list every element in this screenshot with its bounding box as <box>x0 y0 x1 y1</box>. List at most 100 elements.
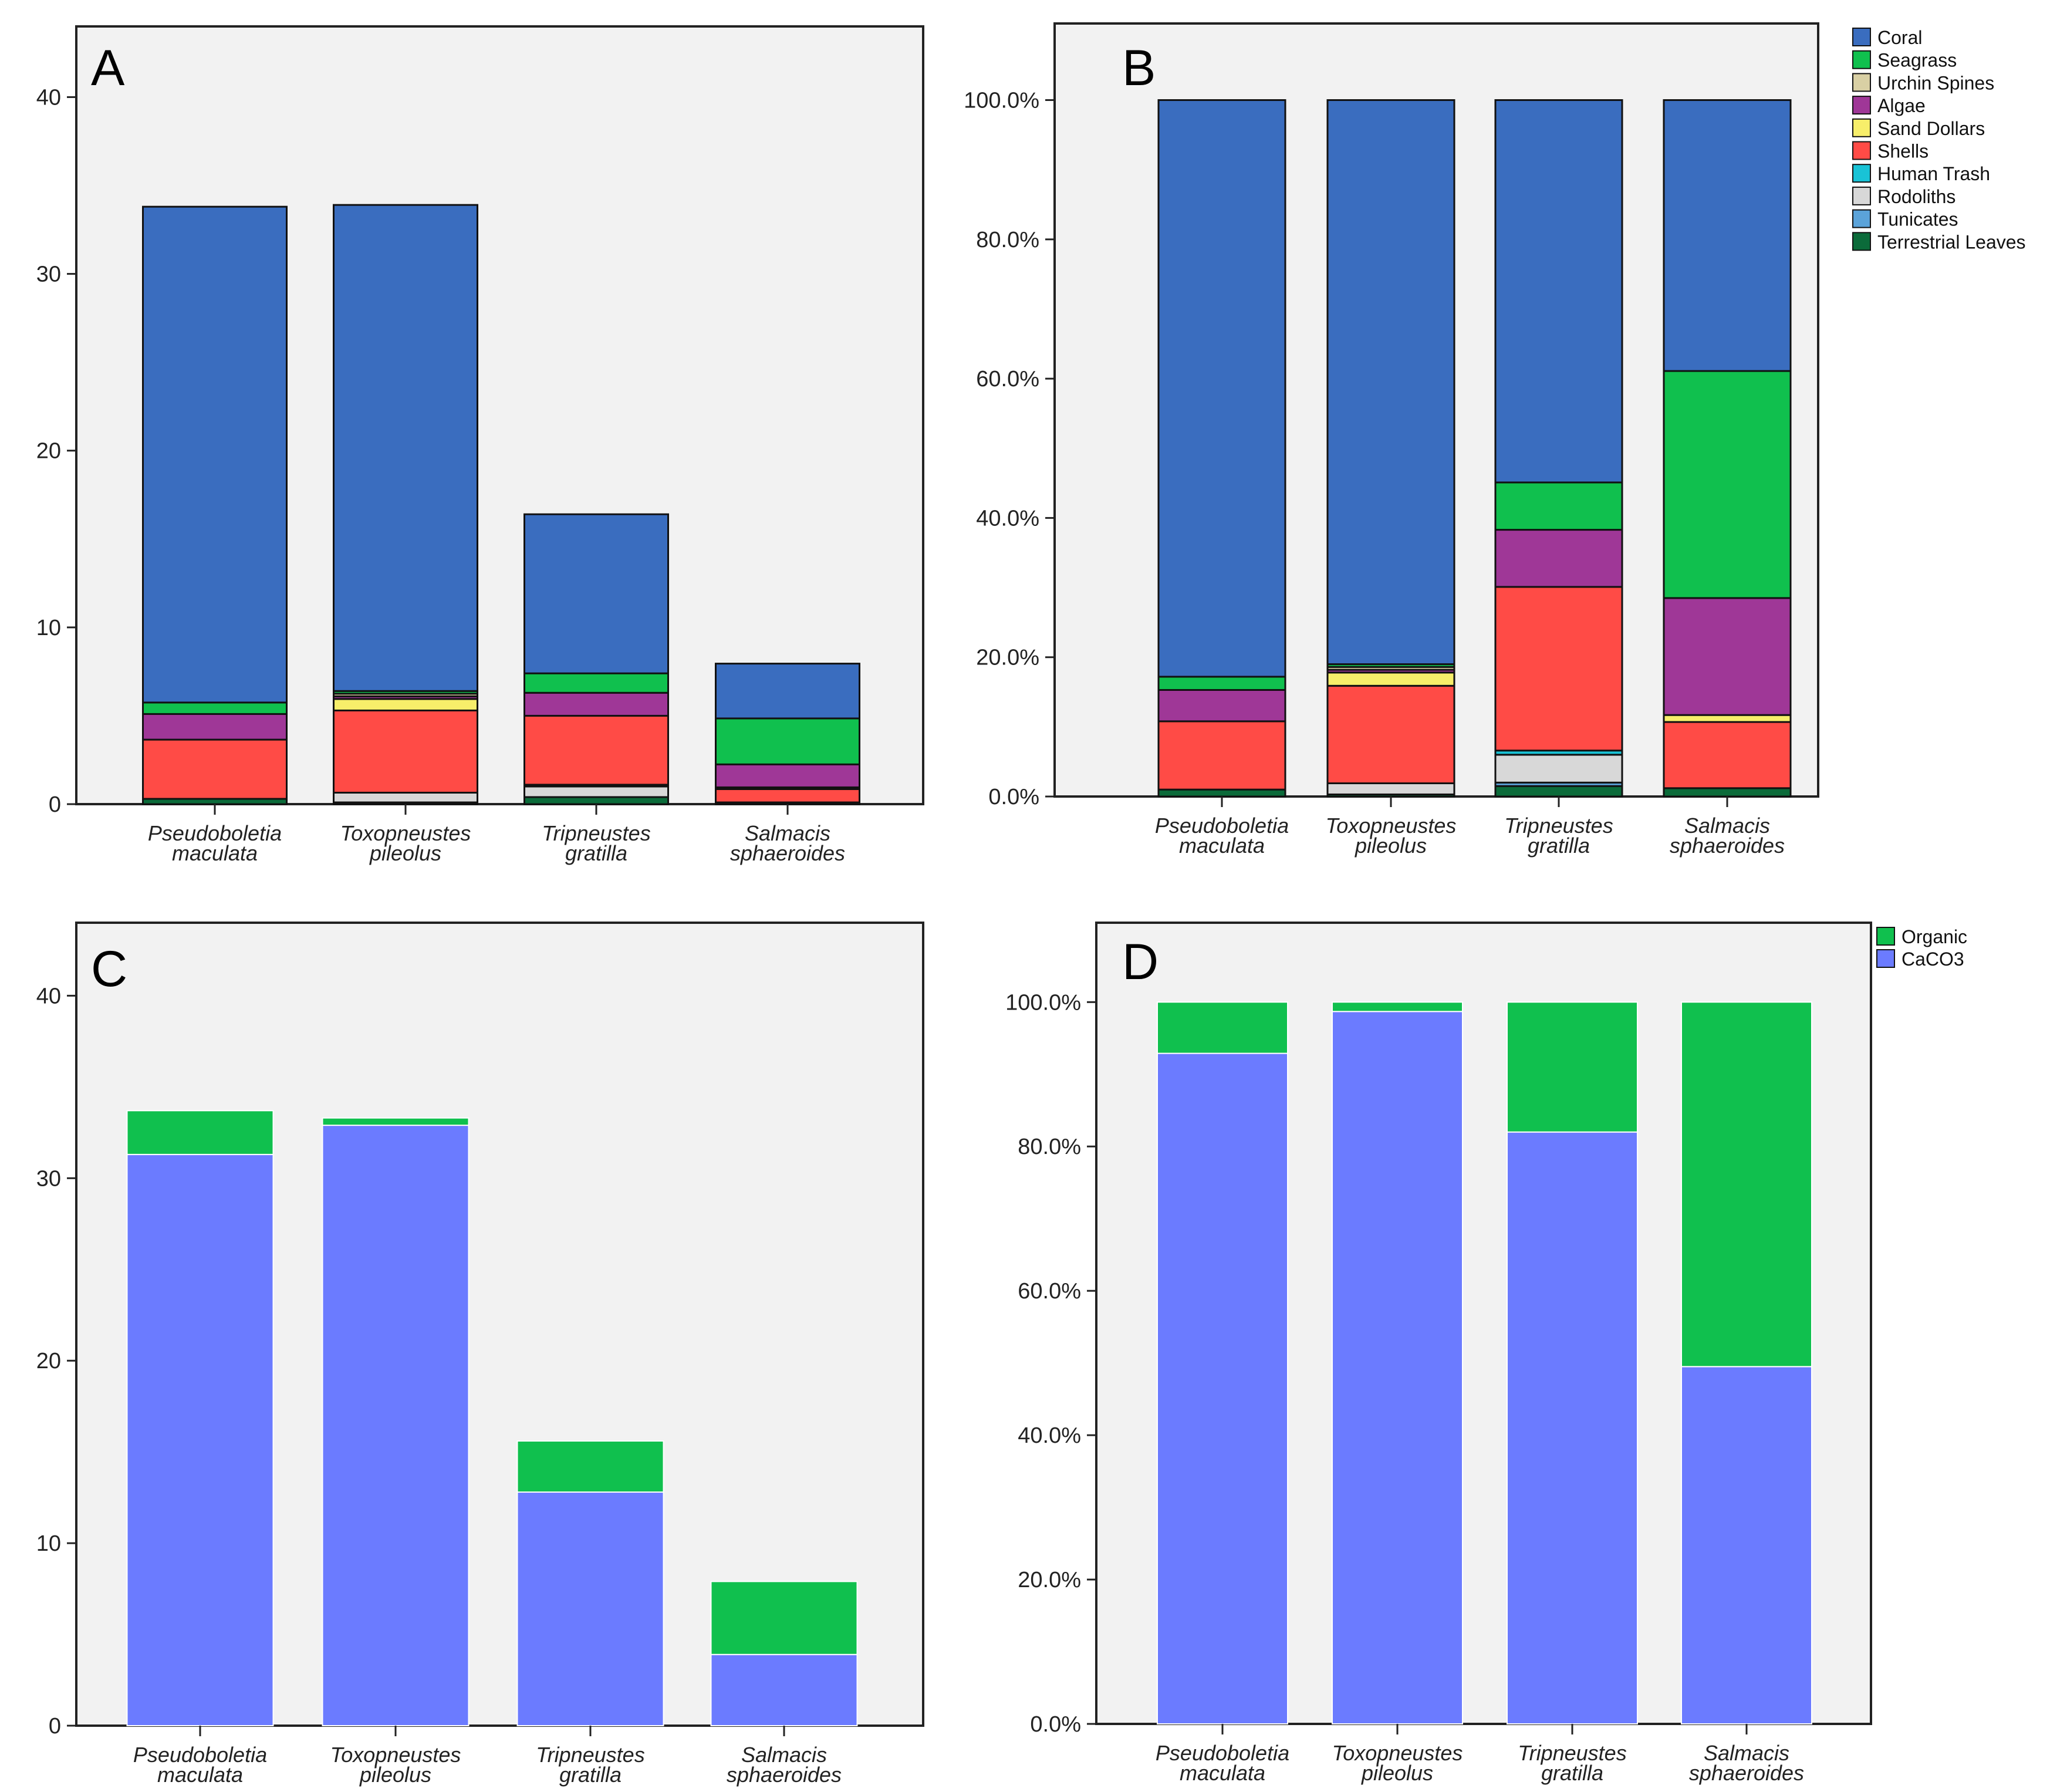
bar-algae-tripneustes <box>1494 529 1623 588</box>
legend-swatch-tunicates <box>1852 209 1871 228</box>
x-tick-label: Tripneustes gratilla <box>1504 814 1613 858</box>
y-tick-label: 0.0% <box>1030 1712 1081 1737</box>
x-tick-label: Toxopneustes pileolus <box>1332 1741 1463 1785</box>
panel-label: A <box>91 40 125 96</box>
bar-terrestrial-leaves-tripneustes <box>523 796 669 805</box>
bar-shells-tripneustes <box>523 714 669 786</box>
legend-swatch-human-trash <box>1852 164 1871 183</box>
y-tick-label: 40 <box>36 984 61 1008</box>
x-tick-label-line: gratilla <box>559 1763 622 1787</box>
x-tick-label-line: Tripneustes <box>1504 814 1613 838</box>
x-tick-label-line: maculata <box>1180 1761 1265 1785</box>
legend-swatch-coral <box>1852 28 1871 46</box>
y-tick-label: 40 <box>36 85 61 110</box>
bar-caco3-pseudoboletia <box>126 1153 274 1726</box>
legend-swatch-rodoliths <box>1852 186 1871 205</box>
bar-sand-dollars-salmacis <box>1663 714 1792 723</box>
bar-rodoliths-toxopneustes <box>333 791 478 804</box>
x-tick-label: Pseudoboletia maculata <box>133 1743 267 1787</box>
bar-algae-salmacis <box>1663 597 1792 716</box>
x-tick-label-line: gratilla <box>1541 1761 1603 1785</box>
x-tick-label: Toxopneustes pileolus <box>340 821 471 865</box>
y-tick-label: 0 <box>49 792 61 817</box>
bar-caco3-tripneustes <box>1507 1131 1638 1724</box>
panel-label: B <box>1122 40 1156 96</box>
bar-coral-toxopneustes <box>333 204 478 692</box>
legend-swatch-urchin-spines <box>1852 73 1871 92</box>
x-tick-label-line: Pseudoboletia <box>1155 814 1289 838</box>
legend-label-sand-dollars: Sand Dollars <box>1877 118 1985 139</box>
x-tick-label-line: Salmacis <box>745 821 830 845</box>
bar-coral-toxopneustes <box>1326 99 1455 666</box>
y-tick-label: 20.0% <box>976 646 1039 670</box>
bar-terrestrial-leaves-salmacis <box>1663 787 1792 798</box>
x-tick-label-line: Salmacis <box>1684 814 1770 838</box>
x-tick-label-line: maculata <box>157 1763 243 1787</box>
bar-organic-pseudoboletia <box>126 1110 274 1155</box>
bar-algae-salmacis <box>715 763 860 788</box>
bar-seagrass-tripneustes <box>523 672 669 694</box>
bar-coral-salmacis <box>715 663 860 720</box>
bar-rodoliths-tripneustes <box>523 785 669 798</box>
y-tick-label: 0 <box>49 1714 61 1739</box>
bar-organic-toxopneustes <box>322 1117 470 1126</box>
bar-caco3-toxopneustes <box>1332 1011 1463 1724</box>
x-tick-label-line: Salmacis <box>1704 1741 1789 1765</box>
bar-sand-dollars-toxopneustes <box>333 698 478 711</box>
y-tick-label: 40.0% <box>976 506 1039 531</box>
bar-terrestrial-leaves-pseudoboletia <box>1157 788 1286 798</box>
legend-swatch-sand-dollars <box>1852 118 1871 137</box>
x-tick-label-line: pileolus <box>1361 1761 1433 1785</box>
x-tick-label-line: sphaeroides <box>730 841 845 865</box>
x-tick-label: Toxopneustes pileolus <box>330 1743 461 1787</box>
legend-swatch-caco3 <box>1876 949 1895 968</box>
x-tick-label: Tripneustes gratilla <box>1518 1741 1626 1785</box>
bar-coral-tripneustes <box>1494 99 1623 484</box>
x-tick-label: Pseudoboletia maculata <box>148 821 282 865</box>
bar-caco3-tripneustes <box>516 1491 664 1726</box>
y-tick-label: 100.0% <box>1005 990 1081 1015</box>
bar-algae-tripneustes <box>523 691 669 717</box>
bar-shells-pseudoboletia <box>1157 720 1286 791</box>
x-tick-label-line: maculata <box>172 841 258 865</box>
y-tick-label: 80.0% <box>1018 1135 1081 1159</box>
bar-terrestrial-leaves-tripneustes <box>1494 785 1623 798</box>
bar-coral-tripneustes <box>523 513 669 674</box>
bar-rodoliths-tripneustes <box>1494 754 1623 784</box>
x-tick-label: Pseudoboletia maculata <box>1156 1741 1289 1785</box>
y-tick-label: 30 <box>36 1166 61 1191</box>
bar-coral-salmacis <box>1663 99 1792 372</box>
y-tick-label: 60.0% <box>976 367 1039 392</box>
bar-organic-tripneustes <box>1507 1001 1638 1133</box>
x-tick-label-line: sphaeroides <box>1670 833 1785 858</box>
x-tick-label-line: Salmacis <box>741 1743 827 1767</box>
x-tick-label: Salmacis sphaeroides <box>1670 814 1785 858</box>
bar-seagrass-pseudoboletia <box>142 701 288 715</box>
x-tick-label-line: Tripneustes <box>1518 1741 1626 1765</box>
y-tick-label: 20 <box>36 439 61 464</box>
bar-sand-dollars-toxopneustes <box>1326 671 1455 687</box>
y-tick-label: 80.0% <box>976 228 1039 252</box>
legend-label-caco3: CaCO3 <box>1901 949 1964 970</box>
x-tick-label-line: Toxopneustes <box>1326 814 1457 838</box>
x-tick-label-line: Toxopneustes <box>1332 1741 1463 1765</box>
bar-seagrass-salmacis <box>1663 370 1792 599</box>
legend-label-coral: Coral <box>1877 27 1922 48</box>
x-tick-label-line: maculata <box>1179 833 1265 858</box>
bar-seagrass-pseudoboletia <box>1157 676 1286 691</box>
y-tick-label: 40.0% <box>1018 1423 1081 1448</box>
bar-caco3-pseudoboletia <box>1157 1052 1288 1724</box>
bar-shells-toxopneustes <box>1326 684 1455 784</box>
bar-algae-pseudoboletia <box>142 713 288 741</box>
x-tick-label-line: Pseudoboletia <box>133 1743 267 1767</box>
y-tick-label: 20.0% <box>1018 1568 1081 1592</box>
legend-label-seagrass: Seagrass <box>1877 50 1957 71</box>
y-tick-label: 60.0% <box>1018 1279 1081 1304</box>
x-tick-label-line: pileolus <box>369 841 441 865</box>
bar-shells-toxopneustes <box>333 709 478 794</box>
legend-swatch-algae <box>1852 96 1871 115</box>
bar-seagrass-tripneustes <box>1494 481 1623 531</box>
